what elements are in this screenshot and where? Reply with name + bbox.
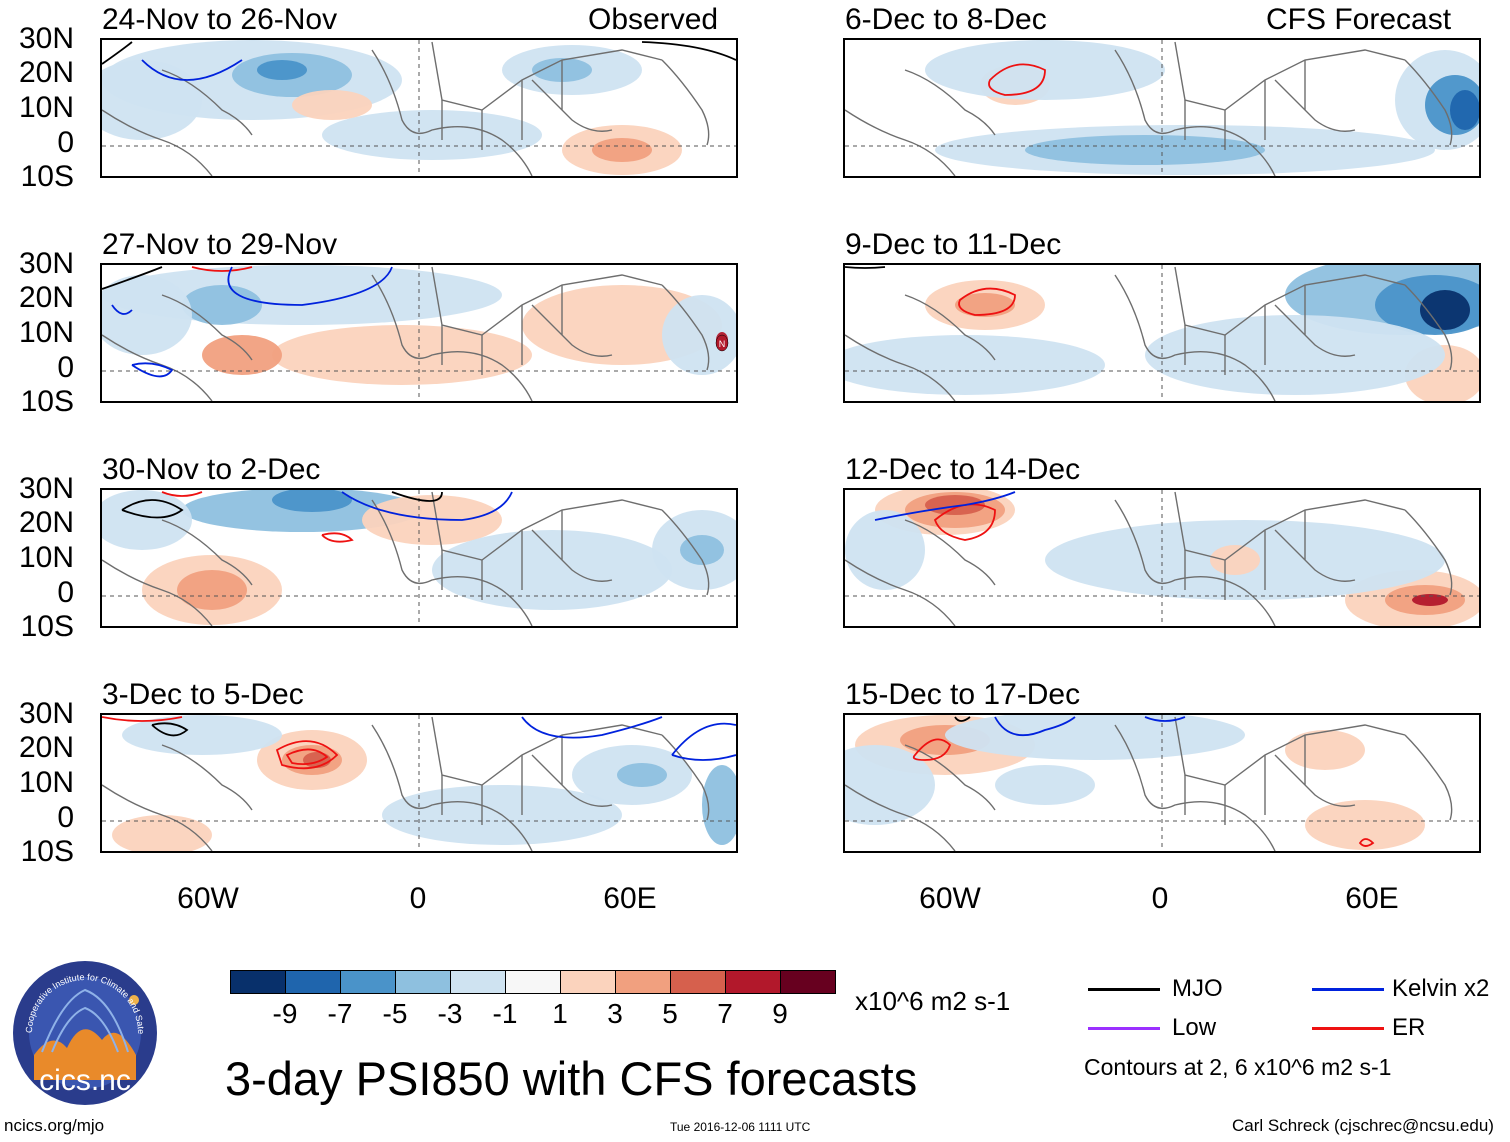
lat-label: 30N bbox=[18, 697, 74, 730]
colorbar-swatch bbox=[780, 970, 836, 994]
er-legend-line bbox=[1312, 1027, 1384, 1030]
lat-label: 10N bbox=[18, 766, 74, 799]
lat-label: 20N bbox=[18, 506, 74, 539]
panel-title: 6-Dec to 8-Dec bbox=[845, 3, 1047, 36]
mjo-legend-label: MJO bbox=[1172, 975, 1223, 1002]
kelvin-legend-label: Kelvin x2 bbox=[1392, 975, 1490, 1002]
lat-label: 10N bbox=[18, 316, 74, 349]
map-field bbox=[102, 40, 736, 176]
lat-label: 0 bbox=[57, 126, 74, 159]
panel-title: 9-Dec to 11-Dec bbox=[845, 228, 1062, 261]
low-legend-line bbox=[1088, 1027, 1160, 1030]
lat-label: 0 bbox=[57, 351, 74, 384]
lon-label: 60E bbox=[603, 882, 657, 915]
colorbar-swatch bbox=[285, 970, 341, 994]
map-field bbox=[102, 490, 736, 626]
map-field bbox=[845, 715, 1479, 851]
colorbar-units: x10^6 m2 s-1 bbox=[855, 986, 1011, 1016]
lat-label: 10S bbox=[20, 160, 74, 193]
panel-title: 30-Nov to 2-Dec bbox=[102, 453, 321, 486]
map-panel-1 bbox=[100, 38, 738, 178]
colorbar-swatch bbox=[615, 970, 671, 994]
contour-note: Contours at 2, 6 x10^6 m2 s-1 bbox=[1084, 1054, 1392, 1080]
colorbar-tick: -1 bbox=[492, 998, 518, 1029]
panel-title: 27-Nov to 29-Nov bbox=[102, 228, 338, 261]
colorbar-swatch bbox=[560, 970, 616, 994]
map-field: N bbox=[102, 265, 736, 401]
lat-label: 0 bbox=[57, 801, 74, 834]
colorbar-swatch bbox=[725, 970, 781, 994]
mjo-legend-line bbox=[1088, 988, 1160, 991]
lon-label: 0 bbox=[1151, 882, 1169, 915]
lat-label: 10N bbox=[18, 91, 74, 124]
colorbar-tick: 5 bbox=[662, 998, 678, 1029]
map-panel-7 bbox=[843, 488, 1481, 628]
map-panel-4 bbox=[100, 713, 738, 853]
map-panel-6 bbox=[843, 263, 1481, 403]
footer-timestamp: Tue 2016-12-06 1111 UTC bbox=[670, 1120, 811, 1134]
map-panel-5 bbox=[843, 38, 1481, 178]
panel-title: 3-Dec to 5-Dec bbox=[102, 678, 304, 711]
lat-label: 30N bbox=[18, 22, 74, 55]
map-panel-2: N bbox=[100, 263, 738, 403]
lon-label: 60W bbox=[919, 882, 981, 915]
kelvin-legend-line bbox=[1312, 988, 1384, 991]
logo-text: cics.nc bbox=[39, 1064, 131, 1097]
lat-label: 10N bbox=[18, 541, 74, 574]
lon-label: 60E bbox=[1345, 882, 1399, 915]
colorbar-swatch bbox=[340, 970, 396, 994]
footer-url: ncics.org/mjo bbox=[4, 1116, 105, 1135]
lat-label: 20N bbox=[18, 281, 74, 314]
main-title: 3-day PSI850 with CFS forecasts bbox=[225, 1052, 918, 1105]
cics-logo: Cooperative Institute for Climate and Sa… bbox=[9, 952, 158, 1106]
map-field bbox=[845, 490, 1479, 626]
panel-tag: Observed bbox=[588, 3, 719, 36]
map-panel-8 bbox=[843, 713, 1481, 853]
colorbar-swatch bbox=[395, 970, 451, 994]
map-field bbox=[102, 715, 736, 851]
low-legend-label: Low bbox=[1172, 1014, 1217, 1041]
colorbar-swatch bbox=[670, 970, 726, 994]
lon-label: 60W bbox=[177, 882, 239, 915]
colorbar-tick: -3 bbox=[437, 998, 463, 1029]
colorbar-tick: 9 bbox=[772, 998, 788, 1029]
lat-label: 10S bbox=[20, 385, 74, 418]
colorbar-tick: 1 bbox=[552, 998, 568, 1029]
colorbar-tick: 3 bbox=[607, 998, 623, 1029]
panel-title: 15-Dec to 17-Dec bbox=[845, 678, 1081, 711]
colorbar-tick: -5 bbox=[382, 998, 408, 1029]
panel-title: 12-Dec to 14-Dec bbox=[845, 453, 1081, 486]
map-field bbox=[845, 265, 1479, 401]
panel-tag: CFS Forecast bbox=[1266, 3, 1452, 36]
lat-label: 20N bbox=[18, 731, 74, 764]
er-legend-label: ER bbox=[1392, 1014, 1426, 1041]
colorbar-swatch bbox=[505, 970, 561, 994]
colorbar-tick: 7 bbox=[717, 998, 733, 1029]
map-panel-3 bbox=[100, 488, 738, 628]
lat-label: 10S bbox=[20, 610, 74, 643]
colorbar-swatch bbox=[230, 970, 286, 994]
colorbar-swatch bbox=[450, 970, 506, 994]
lat-label: 10S bbox=[20, 835, 74, 868]
lat-label: 0 bbox=[57, 576, 74, 609]
storm-marker-label: N bbox=[719, 339, 726, 349]
lon-label: 0 bbox=[409, 882, 427, 915]
lat-label: 30N bbox=[18, 247, 74, 280]
colorbar-tick: -9 bbox=[272, 998, 298, 1029]
lat-label: 30N bbox=[18, 472, 74, 505]
footer-author: Carl Schreck (cjschrec@ncsu.edu) bbox=[1232, 1116, 1494, 1135]
map-field bbox=[845, 40, 1479, 176]
colorbar-tick: -7 bbox=[327, 998, 353, 1029]
panel-title: 24-Nov to 26-Nov bbox=[102, 3, 338, 36]
lat-label: 20N bbox=[18, 56, 74, 89]
